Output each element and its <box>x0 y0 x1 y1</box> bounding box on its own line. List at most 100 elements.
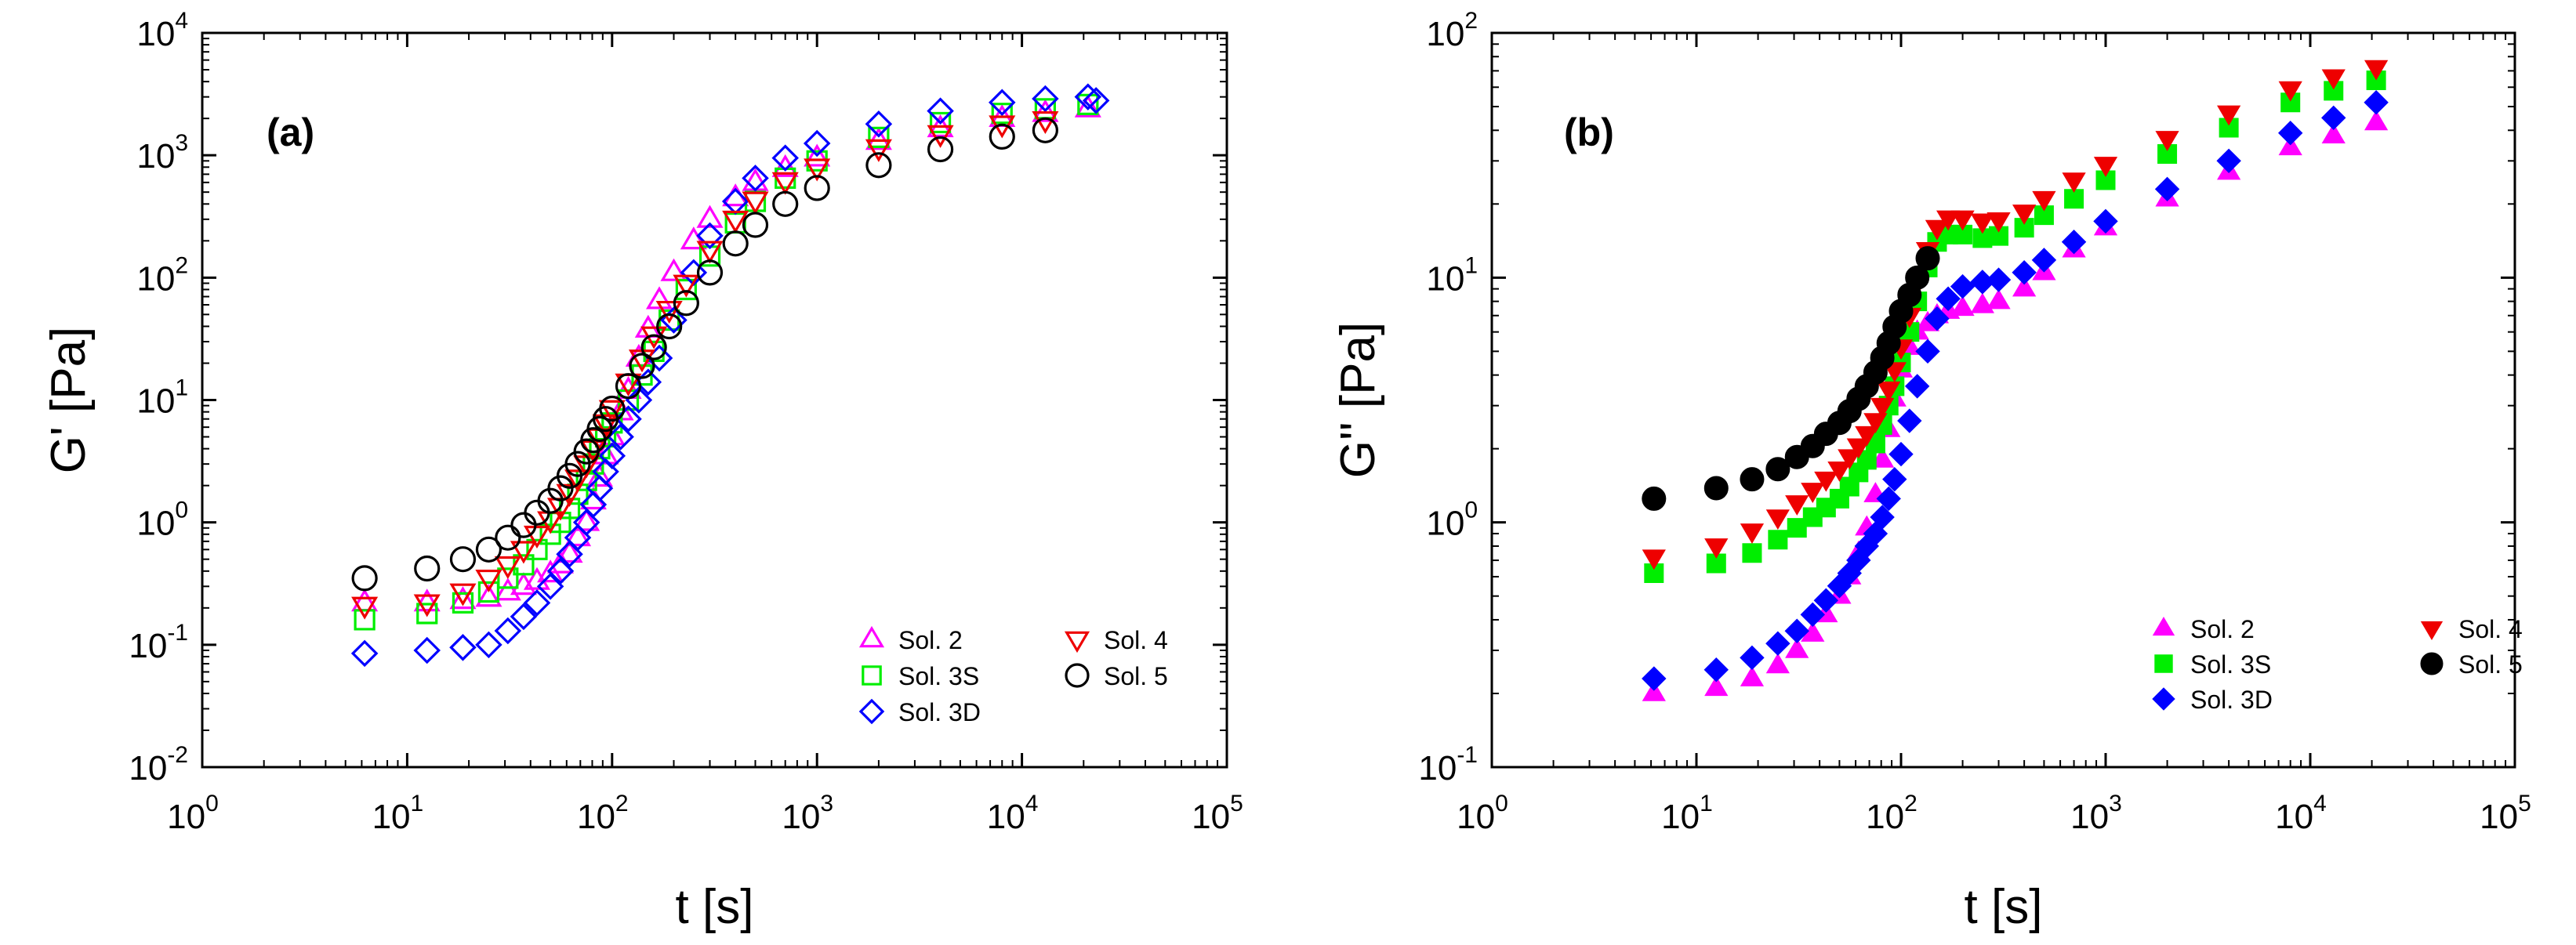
data-point <box>989 123 1015 150</box>
data-point <box>599 396 626 422</box>
y-tick-label: 101 <box>1426 252 1478 298</box>
data-point <box>1765 653 1790 674</box>
data-point <box>573 508 600 531</box>
data-point <box>2032 190 2056 212</box>
data-point <box>1785 495 1809 516</box>
data-point <box>927 125 954 148</box>
panel-label: (a) <box>267 110 314 154</box>
data-point <box>1814 471 1838 492</box>
series-sol-4 <box>351 110 1059 620</box>
data-point <box>586 464 614 487</box>
data-point <box>510 603 538 631</box>
data-point <box>1838 449 1862 470</box>
data-point <box>927 97 954 125</box>
data-point <box>1704 538 1729 559</box>
y-tick-label: 100 <box>1426 498 1478 543</box>
data-point <box>414 555 441 582</box>
data-point <box>413 636 441 664</box>
x-tick-label: 102 <box>1866 791 1917 836</box>
data-point <box>1863 413 1888 434</box>
data-point <box>351 565 378 592</box>
data-point <box>475 584 503 607</box>
legend-marker <box>862 665 882 686</box>
data-point <box>1904 374 1930 399</box>
y-tick-label: 103 <box>136 130 188 176</box>
data-point <box>2278 121 2303 146</box>
data-point <box>2012 276 2037 297</box>
series-sol-3d <box>350 83 1110 668</box>
legend-marker <box>2420 652 2444 675</box>
x-tick-label: 103 <box>2070 791 2122 836</box>
data-point <box>742 165 769 192</box>
data-point <box>2217 105 2241 126</box>
data-point <box>625 386 653 414</box>
data-point <box>1740 666 1765 686</box>
y-tick-label: 100 <box>136 498 188 543</box>
data-point <box>1970 213 1994 234</box>
x-tick-label: 104 <box>2275 791 2327 836</box>
y-tick-label: 10-2 <box>129 742 188 788</box>
data-point <box>449 583 477 606</box>
legend-label: Sol. 3D <box>2190 686 2273 714</box>
data-point <box>660 258 688 281</box>
data-point <box>1897 408 1922 433</box>
data-point <box>564 523 592 547</box>
data-point <box>1813 588 1839 613</box>
legend-marker <box>858 625 885 648</box>
series-sol-5 <box>351 117 1058 592</box>
data-point <box>1936 210 1961 231</box>
data-point <box>1986 267 2012 292</box>
data-point <box>495 524 521 551</box>
data-point <box>989 89 1016 117</box>
legend-label: Sol. 3D <box>898 698 981 726</box>
data-point <box>645 286 673 310</box>
data-point <box>1784 618 1809 643</box>
data-point <box>1925 219 1950 241</box>
legend-marker <box>1064 631 1090 654</box>
data-point <box>1855 425 1879 447</box>
data-point <box>1915 246 1940 271</box>
y-axis-title: G' [Pa] <box>42 327 96 474</box>
data-point <box>1642 486 1667 511</box>
legend-label: Sol. 3S <box>2190 650 2271 679</box>
data-point <box>1846 438 1870 459</box>
data-point <box>865 110 893 138</box>
data-point <box>1950 273 1976 299</box>
data-point <box>2061 229 2087 255</box>
data-point <box>1972 228 1993 248</box>
data-point <box>1642 549 1666 570</box>
data-point <box>771 154 799 177</box>
data-point <box>546 557 575 585</box>
panel-label: (b) <box>1564 110 1614 154</box>
legend-label: Sol. 2 <box>898 626 963 654</box>
data-point <box>354 609 376 631</box>
data-point <box>1074 94 1101 118</box>
data-point <box>2062 172 2086 194</box>
x-tick-label: 104 <box>987 791 1039 836</box>
data-point <box>1905 265 1930 290</box>
data-point <box>771 144 799 172</box>
data-point <box>1877 381 1901 402</box>
data-point <box>804 175 830 201</box>
data-point <box>1740 645 1765 671</box>
x-axis-title: t [s] <box>676 880 754 934</box>
data-point <box>1642 666 1667 691</box>
legend-marker <box>1065 663 1090 688</box>
tick-marks <box>1490 31 2516 769</box>
data-point <box>598 442 626 469</box>
legend-marker <box>2154 654 2173 673</box>
data-point <box>452 592 474 614</box>
data-point <box>556 483 583 507</box>
data-point <box>1870 397 1895 418</box>
data-point <box>804 158 831 182</box>
data-point <box>1082 87 1110 114</box>
data-point <box>416 603 438 625</box>
data-point <box>1876 486 1901 512</box>
data-point <box>475 569 503 593</box>
series-sol-2 <box>351 94 1101 612</box>
series-sol-4 <box>1642 60 2389 570</box>
legend-label: Sol. 4 <box>2458 615 2523 643</box>
data-point <box>494 617 522 645</box>
data-point <box>640 334 667 360</box>
data-point <box>1801 483 1825 503</box>
